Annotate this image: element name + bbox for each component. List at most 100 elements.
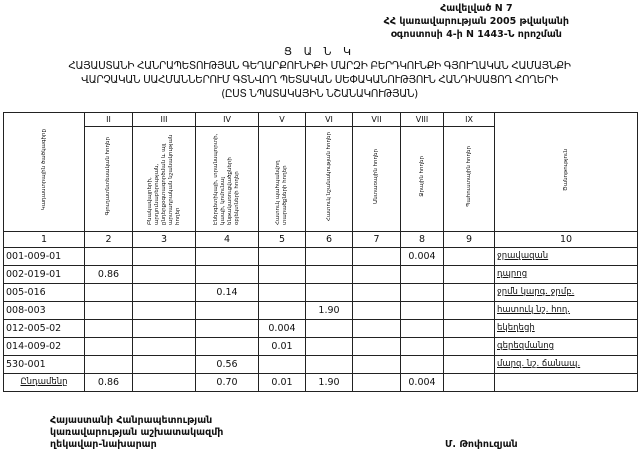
area-cell: 0.01 bbox=[258, 337, 306, 356]
area-cell bbox=[84, 283, 133, 302]
area-cell bbox=[132, 373, 196, 392]
area-cell bbox=[352, 265, 401, 284]
area-cell bbox=[400, 355, 444, 374]
area-cell bbox=[132, 283, 196, 302]
land-table: Կադաստրային ծածկագիրը II III IV V VI VII VIII IX… bbox=[3, 112, 638, 392]
area-cell bbox=[352, 301, 401, 320]
column-number: 7 bbox=[352, 231, 401, 248]
column-header: Ծանոթություն bbox=[494, 112, 638, 232]
column-number: 9 bbox=[443, 231, 495, 248]
column-header-text: Անտառային հողեր bbox=[373, 149, 379, 204]
column-number: 2 bbox=[84, 231, 133, 248]
column-number: 4 bbox=[195, 231, 259, 248]
column-header-text: Կադաստրային ծածկագիրը bbox=[40, 128, 47, 211]
roman-numeral: VII bbox=[352, 112, 401, 127]
area-cell: 0.01 bbox=[258, 373, 306, 392]
area-cell bbox=[443, 337, 495, 356]
area-cell bbox=[305, 337, 353, 356]
table-row: 001-009-01 0.004 ջրավազան bbox=[3, 247, 638, 266]
cadastral-code: Ընդամենը bbox=[3, 373, 85, 392]
table-row: 012-005-02 0.004 եկեղեցի bbox=[3, 319, 638, 338]
area-cell bbox=[132, 337, 196, 356]
area-cell: 0.86 bbox=[84, 265, 133, 284]
area-cell bbox=[400, 319, 444, 338]
area-cell bbox=[84, 319, 133, 338]
area-cell bbox=[195, 247, 259, 266]
column-header: Էներգետիկայի, տրանսպորտի, կապի, կոմունալ… bbox=[195, 126, 259, 232]
column-header: Բնակավայրերի, արդյունաբերության, ընդերքօ… bbox=[132, 126, 196, 232]
column-header: Հատուկ նշանակության հողեր bbox=[305, 126, 353, 232]
area-cell bbox=[258, 265, 306, 284]
column-header-text: Բնակավայրերի, արդյունաբերության, ընդերքօ… bbox=[146, 134, 181, 225]
cadastral-code: 005-016 bbox=[3, 283, 85, 302]
note-cell: եկեղեցի bbox=[494, 319, 638, 338]
area-cell bbox=[258, 283, 306, 302]
roman-numeral: III bbox=[132, 112, 196, 127]
area-cell bbox=[305, 355, 353, 374]
area-cell bbox=[132, 301, 196, 320]
area-cell bbox=[443, 319, 495, 338]
annex-reference: Հավելված N 7 ՀՀ կառավարության 2005 թվակա… bbox=[384, 2, 569, 41]
position-line: Հայաստանի Հանրապետության bbox=[50, 415, 213, 426]
cadastral-code: 008-003 bbox=[3, 301, 85, 320]
column-header-text: Ծանոթություն bbox=[562, 148, 569, 191]
column-header: Հատուկ պահպանվող տարածքների հողեր bbox=[258, 126, 306, 232]
roman-numeral: IX bbox=[443, 112, 495, 127]
area-cell bbox=[352, 373, 401, 392]
area-cell bbox=[84, 301, 133, 320]
area-cell bbox=[352, 355, 401, 374]
column-number: 1 bbox=[3, 231, 85, 248]
column-number: 10 bbox=[494, 231, 638, 248]
total-row: Ընդամենը 0.86 0.70 0.01 1.90 0.004 bbox=[3, 373, 638, 392]
roman-numeral: IV bbox=[195, 112, 259, 127]
note-cell bbox=[494, 373, 638, 392]
area-cell bbox=[443, 373, 495, 392]
area-cell bbox=[195, 319, 259, 338]
area-cell bbox=[305, 265, 353, 284]
area-cell bbox=[195, 337, 259, 356]
annex-line: ՀՀ կառավարության 2005 թվականի bbox=[383, 16, 569, 27]
area-cell: 0.004 bbox=[400, 247, 444, 266]
area-cell bbox=[352, 337, 401, 356]
area-cell: 0.86 bbox=[84, 373, 133, 392]
note-cell: ջրավազան bbox=[494, 247, 638, 266]
column-header-text: Հատուկ նշանակության հողեր bbox=[325, 131, 332, 222]
area-cell bbox=[352, 247, 401, 266]
area-cell: 1.90 bbox=[305, 301, 353, 320]
area-cell bbox=[132, 319, 196, 338]
column-number: 6 bbox=[305, 231, 353, 248]
position-line: կառավարության աշխատակազմի bbox=[50, 427, 224, 438]
roman-numeral: VIII bbox=[400, 112, 444, 127]
table-row: 008-003 1.90 հատուկ նշ. հող. bbox=[3, 301, 638, 320]
area-cell: 0.004 bbox=[400, 373, 444, 392]
area-cell bbox=[443, 283, 495, 302]
area-cell bbox=[258, 355, 306, 374]
area-cell bbox=[84, 337, 133, 356]
column-header-text: Գյուղատնտեսական հողեր bbox=[105, 137, 111, 216]
note-cell: ջրմն կարգ. ջրմբ. bbox=[494, 283, 638, 302]
area-cell: 0.56 bbox=[195, 355, 259, 374]
roman-numeral: VI bbox=[305, 112, 353, 127]
column-number: 3 bbox=[132, 231, 196, 248]
table-row: 002-019-01 0.86 դպրոց bbox=[3, 265, 638, 284]
area-cell bbox=[195, 265, 259, 284]
roman-row: Կադաստրային ծածկագիրը II III IV V VI VII VIII IX… bbox=[3, 112, 638, 232]
note-cell: հատուկ նշ. հող. bbox=[494, 301, 638, 320]
area-cell bbox=[305, 283, 353, 302]
area-cell bbox=[195, 301, 259, 320]
area-cell bbox=[443, 301, 495, 320]
cadastral-code: 002-019-01 bbox=[3, 265, 85, 284]
cadastral-code: 001-009-01 bbox=[3, 247, 85, 266]
column-number: 8 bbox=[400, 231, 444, 248]
table-row: 530-001 0.56 մարզ. նշ. ճանապ. bbox=[3, 355, 638, 374]
table-row: 005-016 0.14 ջրմն կարգ. ջրմբ. bbox=[3, 283, 638, 302]
area-cell bbox=[305, 247, 353, 266]
roman-numeral: V bbox=[258, 112, 306, 127]
roman-numeral: II bbox=[84, 112, 133, 127]
cadastral-code: 530-001 bbox=[3, 355, 85, 374]
title-line: Ց Ա Ն Կ bbox=[283, 45, 356, 58]
note-cell: գերեզմանոց bbox=[494, 337, 638, 356]
area-cell bbox=[132, 247, 196, 266]
area-cell bbox=[443, 247, 495, 266]
column-header-text: Հատուկ պահպանվող տարածքների հողեր bbox=[275, 160, 288, 225]
